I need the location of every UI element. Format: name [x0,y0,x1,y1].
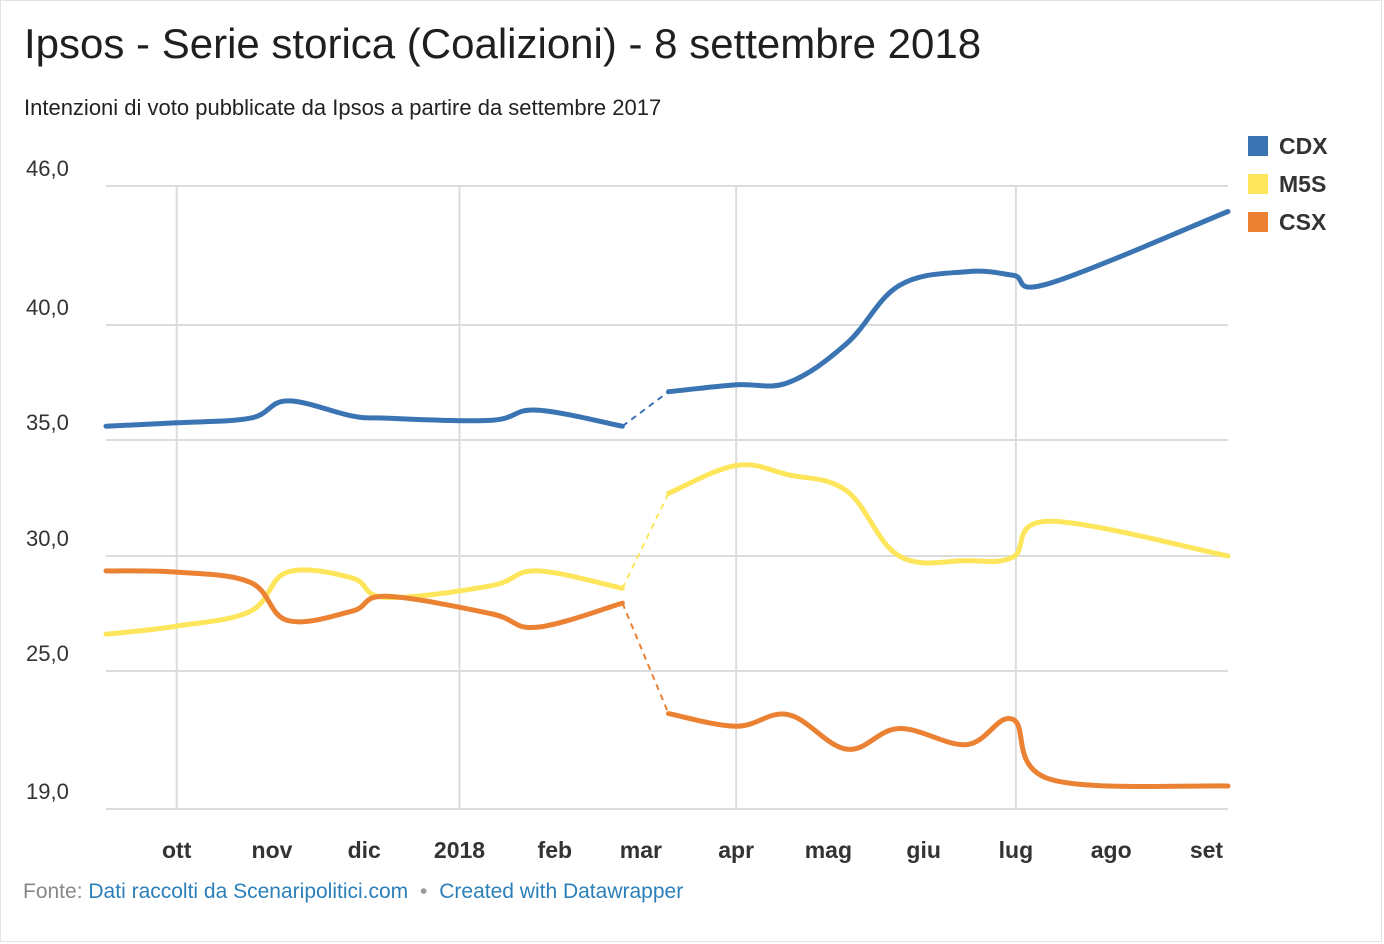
series-gap-csx [621,602,670,714]
series-line-csx-before [103,568,625,630]
legend-item-m5s: M5S [1248,165,1328,203]
series-csx [103,568,1231,790]
series-gap-cdx [621,390,670,428]
chart-title: Ipsos - Serie storica (Coalizioni) - 8 s… [24,20,982,67]
x-tick-label: feb [538,837,573,863]
datawrapper-credit-link[interactable]: Created with Datawrapper [439,880,684,903]
legend-swatch [1248,136,1268,156]
legend-item-csx: CSX [1248,203,1328,241]
chart-subtitle: Intenzioni di voto pubblicate da Ipsos a… [24,95,662,120]
x-tick-label: lug [999,837,1034,863]
series-line-m5s-before [103,567,625,637]
y-tick-label: 25,0 [26,641,69,666]
legend-swatch [1248,174,1268,194]
footer-prefix: Fonte: [23,880,83,903]
legend-label: CSX [1279,208,1327,235]
x-tick-label: set [1190,837,1224,863]
y-tick-label: 35,0 [26,410,69,435]
y-tick-label: 46,0 [26,156,69,181]
x-tick-label: mar [620,837,662,863]
series-gap-m5s [621,492,670,589]
x-tick-label: ago [1091,837,1132,863]
series-m5s [103,462,1231,637]
series-line-csx-after [666,711,1231,790]
x-tick-label: nov [252,837,293,863]
legend: CDX M5S CSX [1248,127,1328,241]
series-line-m5s-after [666,462,1231,566]
y-tick-label: 40,0 [26,295,69,320]
legend-swatch [1248,212,1268,232]
series-line-cdx-after [666,209,1231,395]
x-tick-label: giu [906,837,941,863]
x-tick-label: ott [162,837,192,863]
x-tick-label: mag [805,837,852,863]
footer: Fonte: Dati raccolti da Scenaripolitici.… [23,880,683,904]
legend-item-cdx: CDX [1248,127,1328,165]
grid-layer [106,185,1228,810]
series-cdx [103,209,1231,429]
y-tick-label: 30,0 [26,526,69,551]
legend-label: M5S [1279,170,1327,197]
x-tick-label: 2018 [434,837,485,863]
source-link[interactable]: Dati raccolti da Scenaripolitici.com [88,880,409,903]
x-tick-label: apr [718,837,754,863]
footer-separator: • [420,880,428,903]
legend-label: CDX [1279,132,1328,159]
x-tick-label: dic [348,837,381,863]
y-tick-label: 19,0 [26,779,69,804]
series-layer [103,209,1231,790]
series-line-cdx-before [103,398,625,429]
tick-layer: 19,0 25,0 30,0 35,0 40,0 46,0 ott nov dic 2018 feb… [26,156,1223,863]
